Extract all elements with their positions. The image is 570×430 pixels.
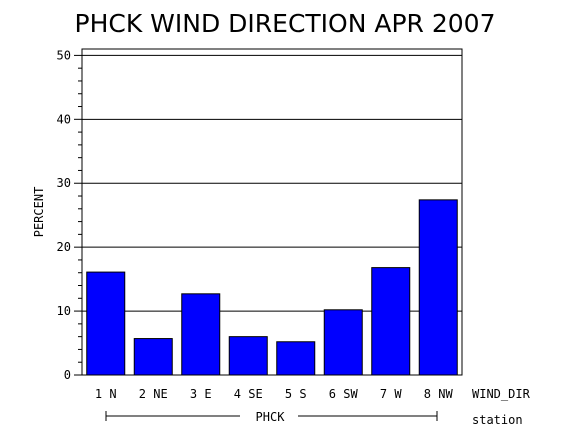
x-tick-label: 6 SW [329,387,359,401]
y-tick-label: 30 [57,176,71,190]
x-axis: 1 N 2 NE 3 E 4 SE 5 S 6 SW 7 W 8 NW [95,387,454,401]
bar-2-ne [133,338,173,376]
bar-8-nw [418,199,458,376]
bar-5-s [276,341,316,376]
x-tick-label: 7 W [380,387,402,401]
station-group-axis: PHCK station [105,410,523,427]
bar-7-w [371,267,411,376]
x-axis-label: WIND_DIR [472,387,531,401]
group-label: PHCK [256,410,286,424]
bar-3-e [181,293,221,376]
x-tick-label: 4 SE [234,387,263,401]
y-tick-label: 40 [57,112,71,126]
x-tick-label: 8 NW [424,387,454,401]
y-axis-label: PERCENT [32,187,46,238]
bars [86,199,458,376]
bar-4-se [228,336,268,376]
y-tick-label: 10 [57,304,71,318]
bar-6-sw [323,309,363,376]
y-axis: 0 10 20 30 40 50 [57,48,82,382]
chart-title: PHCK WIND DIRECTION APR 2007 [75,9,496,38]
group-axis-label: station [472,413,523,427]
y-tick-label: 20 [57,240,71,254]
x-tick-label: 3 E [190,387,212,401]
x-tick-label: 1 N [95,387,117,401]
y-tick-label: 50 [57,48,71,62]
x-tick-label: 2 NE [139,387,168,401]
x-tick-label: 5 S [285,387,307,401]
bar-1-n [86,271,126,376]
plot-frame [81,48,463,376]
y-tick-label: 0 [64,368,71,382]
